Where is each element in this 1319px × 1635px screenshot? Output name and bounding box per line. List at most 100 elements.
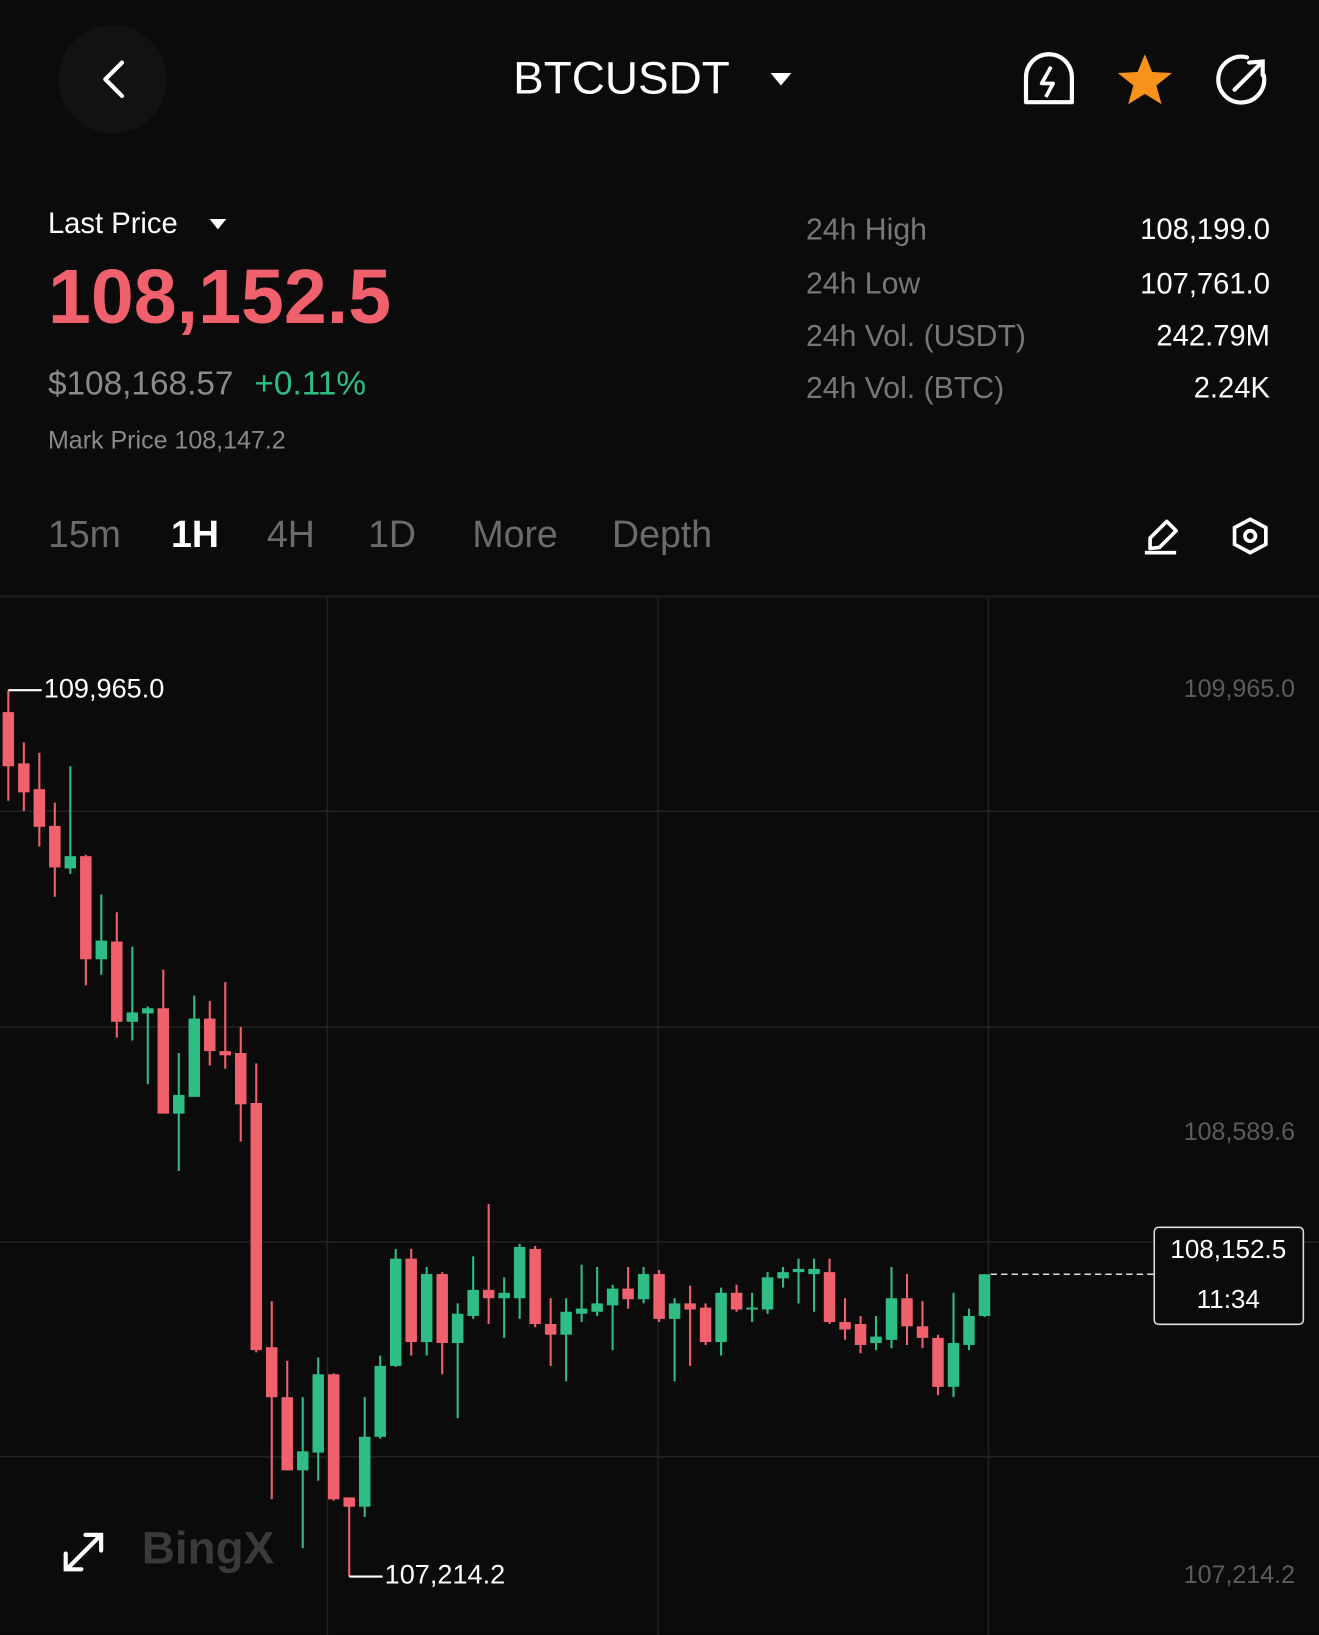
candle-body: [142, 1008, 154, 1014]
draw-tool-icon[interactable]: [1144, 519, 1178, 555]
timeframe-tab[interactable]: Depth: [612, 513, 712, 555]
candle-body: [901, 1298, 913, 1327]
stat-label: 24h Vol. (USDT): [806, 320, 1026, 353]
candle-body: [157, 1008, 170, 1114]
candle-body: [668, 1303, 681, 1319]
y-tick-label: 107,214.2: [1184, 1561, 1295, 1589]
candle-body: [33, 789, 46, 827]
timeframe-tab[interactable]: More: [472, 513, 557, 555]
candle-body: [498, 1292, 510, 1299]
stat-value: 242.79M: [1156, 321, 1270, 353]
timeframe-tab[interactable]: 4H: [267, 513, 315, 555]
candle-body: [389, 1258, 402, 1366]
candle-body: [529, 1248, 541, 1325]
candle-body: [622, 1288, 634, 1300]
back-button[interactable]: [58, 25, 167, 134]
price-type-dropdown[interactable]: [209, 218, 227, 230]
expand-icon[interactable]: [63, 1532, 104, 1572]
candle-body: [451, 1313, 464, 1344]
candle-body: [358, 1436, 371, 1507]
candle-body: [111, 941, 123, 1022]
candle-body: [823, 1272, 836, 1323]
stats: 24h High 108,199.0 24h Low 107,761.0 24h Vol…: [806, 213, 1271, 404]
timeframe-tab[interactable]: 15m: [48, 513, 121, 555]
candle-body: [947, 1343, 960, 1387]
candle-body: [405, 1258, 417, 1343]
alert-icon[interactable]: [1023, 52, 1074, 105]
last-price-label: 108,152.5: [1170, 1234, 1286, 1264]
candle-body: [792, 1268, 805, 1273]
timeframe-tab[interactable]: 1H: [171, 513, 219, 555]
candle-body: [2, 712, 15, 767]
candle-body: [250, 1102, 262, 1351]
symbol-dropdown[interactable]: [770, 73, 792, 86]
timeframe-tab[interactable]: 1D: [368, 513, 416, 555]
candle-body: [746, 1307, 758, 1310]
last-price: 108,152.5: [48, 254, 391, 340]
candle-body: [544, 1324, 557, 1335]
candle-body: [188, 1018, 201, 1097]
last-price-countdown: 11:34: [1197, 1284, 1260, 1314]
low-marker-label: 107,214.2: [385, 1559, 506, 1590]
price-change: +0.11%: [254, 366, 366, 403]
candle-body: [266, 1347, 278, 1398]
candle-body: [173, 1094, 185, 1114]
symbol-title[interactable]: BTCUSDT: [513, 51, 730, 103]
back-circle: [58, 25, 167, 134]
share-icon[interactable]: [1216, 54, 1267, 105]
candle-body: [219, 1051, 231, 1056]
candle-body: [839, 1322, 851, 1330]
candle-body: [699, 1307, 712, 1343]
candle-body: [436, 1274, 448, 1344]
candle-body: [730, 1292, 743, 1310]
last-price-box: [1153, 1226, 1305, 1326]
candle-body: [374, 1365, 386, 1437]
favorite-star[interactable]: [1117, 54, 1172, 105]
stat-value: 2.24K: [1194, 373, 1271, 405]
high-marker-label: 109,965.0: [44, 672, 165, 703]
candle-body: [327, 1374, 340, 1500]
candle-body: [420, 1274, 433, 1343]
candle-body: [870, 1336, 882, 1344]
candle-body: [560, 1311, 572, 1335]
chart-grid: [0, 596, 1319, 1635]
candle-body: [761, 1277, 774, 1310]
stat-value: 107,761.0: [1140, 268, 1270, 300]
stat-label: 24h Low: [806, 268, 920, 301]
stat-label: 24h Vol. (BTC): [806, 372, 1004, 405]
candle-chart: 109,965.0 108,589.6 107,214.2 109,965.0 107,…: [2, 672, 1305, 1590]
candle-body: [95, 940, 108, 960]
candle-body: [296, 1451, 309, 1471]
candle-body: [637, 1274, 650, 1300]
candle-body: [978, 1274, 991, 1316]
watermark: BingX: [142, 1522, 275, 1574]
candle-body: [64, 856, 77, 869]
back-arrow: [103, 60, 125, 99]
candle-body: [653, 1274, 665, 1319]
candle-body: [591, 1303, 603, 1312]
candle-body: [18, 763, 30, 793]
candle-body: [126, 1012, 139, 1022]
candle-body: [684, 1303, 696, 1310]
candle-body: [885, 1298, 898, 1340]
timeframe-tabs: 15m 1H 4H 1D More Depth: [48, 513, 712, 555]
candle-body: [281, 1397, 293, 1471]
candle-body: [777, 1272, 789, 1279]
candle-body: [715, 1292, 727, 1343]
candle-body: [808, 1268, 820, 1275]
candle-body: [80, 856, 92, 960]
candle-body: [312, 1374, 324, 1453]
usd-price: $108,168.57: [48, 366, 234, 403]
y-tick-label: 109,965.0: [1184, 675, 1295, 703]
candle-body: [963, 1315, 975, 1345]
mark-price: Mark Price 108,147.2: [48, 427, 286, 455]
candle-body: [235, 1053, 247, 1105]
candle-body: [916, 1326, 929, 1338]
candle-body: [575, 1308, 588, 1314]
settings-icon[interactable]: [1232, 517, 1268, 555]
candle-body: [49, 825, 61, 868]
price-type-label[interactable]: Last Price: [48, 208, 178, 240]
